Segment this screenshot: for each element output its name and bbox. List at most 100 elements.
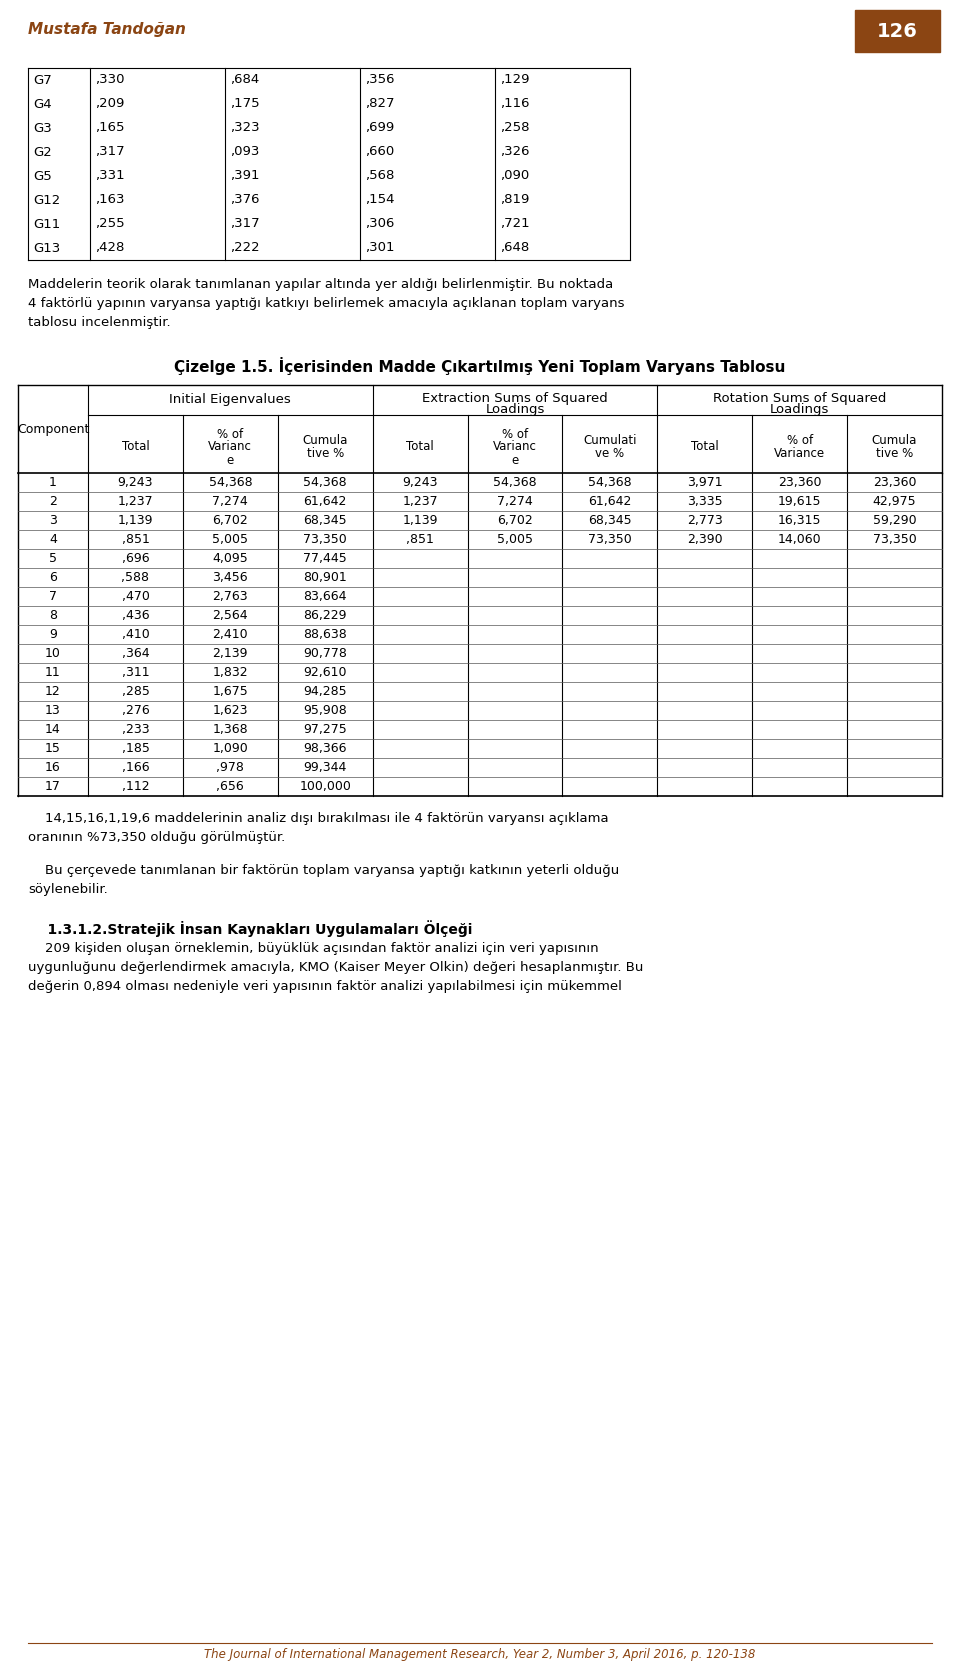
Text: Bu çerçevede tanımlanan bir faktörün toplam varyansa yaptığı katkının yeterli ol: Bu çerçevede tanımlanan bir faktörün top… xyxy=(28,864,619,877)
Text: 16: 16 xyxy=(45,760,60,774)
Bar xyxy=(855,10,940,52)
Text: söylenebilir.: söylenebilir. xyxy=(28,884,108,895)
Text: 14,15,16,1,19,6 maddelerinin analiz dışı bırakılması ile 4 faktörün varyansı açı: 14,15,16,1,19,6 maddelerinin analiz dışı… xyxy=(28,812,609,825)
Text: 1,623: 1,623 xyxy=(212,704,248,717)
Text: 9: 9 xyxy=(49,627,57,641)
Text: ,391: ,391 xyxy=(230,170,259,183)
Text: ,851: ,851 xyxy=(122,532,150,546)
Text: ,819: ,819 xyxy=(500,193,529,206)
Text: ,311: ,311 xyxy=(122,666,149,679)
Text: Maddelerin teorik olarak tanımlanan yapılar altında yer aldığı belirlenmiştir. B: Maddelerin teorik olarak tanımlanan yapı… xyxy=(28,278,613,291)
Text: ,656: ,656 xyxy=(216,780,244,794)
Text: 17: 17 xyxy=(45,780,60,794)
Text: 42,975: 42,975 xyxy=(873,494,917,508)
Text: G3: G3 xyxy=(33,121,52,135)
Text: ,317: ,317 xyxy=(95,145,125,158)
Text: 1,139: 1,139 xyxy=(402,514,438,527)
Text: uygunluğunu değerlendirmek amacıyla, KMO (Kaiser Meyer Olkin) değeri hesaplanmış: uygunluğunu değerlendirmek amacıyla, KMO… xyxy=(28,962,643,973)
Text: 8: 8 xyxy=(49,609,57,622)
Text: 7: 7 xyxy=(49,591,57,602)
Text: ,568: ,568 xyxy=(365,170,395,183)
Text: 54,368: 54,368 xyxy=(208,476,252,489)
Text: 14,060: 14,060 xyxy=(778,532,822,546)
Text: e: e xyxy=(512,454,518,466)
Text: Mustafa Tandoğan: Mustafa Tandoğan xyxy=(28,22,186,37)
Text: ,276: ,276 xyxy=(122,704,150,717)
Text: ,154: ,154 xyxy=(365,193,395,206)
Text: tive %: tive % xyxy=(876,448,913,459)
Text: ,699: ,699 xyxy=(365,121,395,135)
Text: 61,642: 61,642 xyxy=(303,494,347,508)
Text: 3: 3 xyxy=(49,514,57,527)
Text: 1,090: 1,090 xyxy=(212,742,249,755)
Text: 77,445: 77,445 xyxy=(303,552,348,566)
Text: Cumula: Cumula xyxy=(872,434,917,448)
Text: 7,274: 7,274 xyxy=(497,494,533,508)
Text: 1,237: 1,237 xyxy=(402,494,438,508)
Text: ,356: ,356 xyxy=(365,73,395,87)
Text: ,648: ,648 xyxy=(500,241,529,255)
Text: 23,360: 23,360 xyxy=(873,476,916,489)
Text: 16,315: 16,315 xyxy=(778,514,822,527)
Text: 23,360: 23,360 xyxy=(778,476,822,489)
Text: 1,832: 1,832 xyxy=(212,666,248,679)
Text: 1,368: 1,368 xyxy=(212,722,248,735)
Text: 2,410: 2,410 xyxy=(212,627,248,641)
Text: 95,908: 95,908 xyxy=(303,704,348,717)
Text: 10: 10 xyxy=(45,647,60,661)
Text: ,175: ,175 xyxy=(230,98,259,110)
Text: 98,366: 98,366 xyxy=(303,742,347,755)
Text: 94,285: 94,285 xyxy=(303,686,347,697)
Text: 80,901: 80,901 xyxy=(303,571,348,584)
Text: Variance: Variance xyxy=(774,448,826,459)
Text: ,978: ,978 xyxy=(216,760,244,774)
Text: 9,243: 9,243 xyxy=(402,476,438,489)
Text: 3,971: 3,971 xyxy=(687,476,723,489)
Text: 15: 15 xyxy=(45,742,60,755)
Text: 14: 14 xyxy=(45,722,60,735)
Text: 3,335: 3,335 xyxy=(687,494,723,508)
Text: 126: 126 xyxy=(876,22,918,42)
Text: 100,000: 100,000 xyxy=(300,780,351,794)
Text: tive %: tive % xyxy=(306,448,344,459)
Text: ,301: ,301 xyxy=(365,241,395,255)
Text: Rotation Sums of Squared: Rotation Sums of Squared xyxy=(713,393,886,404)
Text: ,112: ,112 xyxy=(122,780,149,794)
Text: 2: 2 xyxy=(49,494,57,508)
Text: 68,345: 68,345 xyxy=(303,514,347,527)
Text: 209 kişiden oluşan örneklemin, büyüklük açısından faktör analizi için veri yapıs: 209 kişiden oluşan örneklemin, büyüklük … xyxy=(28,942,599,955)
Text: 7,274: 7,274 xyxy=(212,494,249,508)
Text: ,129: ,129 xyxy=(500,73,530,87)
Text: 97,275: 97,275 xyxy=(303,722,348,735)
Text: 1,139: 1,139 xyxy=(118,514,154,527)
Text: ,255: ,255 xyxy=(95,218,125,231)
Text: ,436: ,436 xyxy=(122,609,149,622)
Text: oranının %73,350 olduğu görülmüştür.: oranının %73,350 olduğu görülmüştür. xyxy=(28,830,285,844)
Text: 4,095: 4,095 xyxy=(212,552,249,566)
Text: ,331: ,331 xyxy=(95,170,125,183)
Text: ,364: ,364 xyxy=(122,647,149,661)
Text: G13: G13 xyxy=(33,241,60,255)
Text: Cumulati: Cumulati xyxy=(583,434,636,448)
Text: ,330: ,330 xyxy=(95,73,125,87)
Text: 2,773: 2,773 xyxy=(687,514,723,527)
Text: 6,702: 6,702 xyxy=(212,514,249,527)
Text: 99,344: 99,344 xyxy=(303,760,347,774)
Text: 2,763: 2,763 xyxy=(212,591,248,602)
Text: 73,350: 73,350 xyxy=(588,532,632,546)
Text: G7: G7 xyxy=(33,73,52,87)
Text: 73,350: 73,350 xyxy=(873,532,917,546)
Text: 54,368: 54,368 xyxy=(493,476,537,489)
Text: Total: Total xyxy=(691,441,719,454)
Text: 68,345: 68,345 xyxy=(588,514,632,527)
Text: ,093: ,093 xyxy=(230,145,259,158)
Text: tablosu incelenmiştir.: tablosu incelenmiştir. xyxy=(28,316,171,329)
Text: ,326: ,326 xyxy=(500,145,530,158)
Text: 1: 1 xyxy=(49,476,57,489)
Text: e: e xyxy=(227,454,234,466)
Text: ,165: ,165 xyxy=(95,121,125,135)
Text: ,185: ,185 xyxy=(122,742,150,755)
Text: 1.3.1.2.Stratejik İnsan Kaynakları Uygulamaları Ölçeği: 1.3.1.2.Stratejik İnsan Kaynakları Uygul… xyxy=(28,920,472,937)
Text: 54,368: 54,368 xyxy=(303,476,347,489)
Text: 54,368: 54,368 xyxy=(588,476,632,489)
